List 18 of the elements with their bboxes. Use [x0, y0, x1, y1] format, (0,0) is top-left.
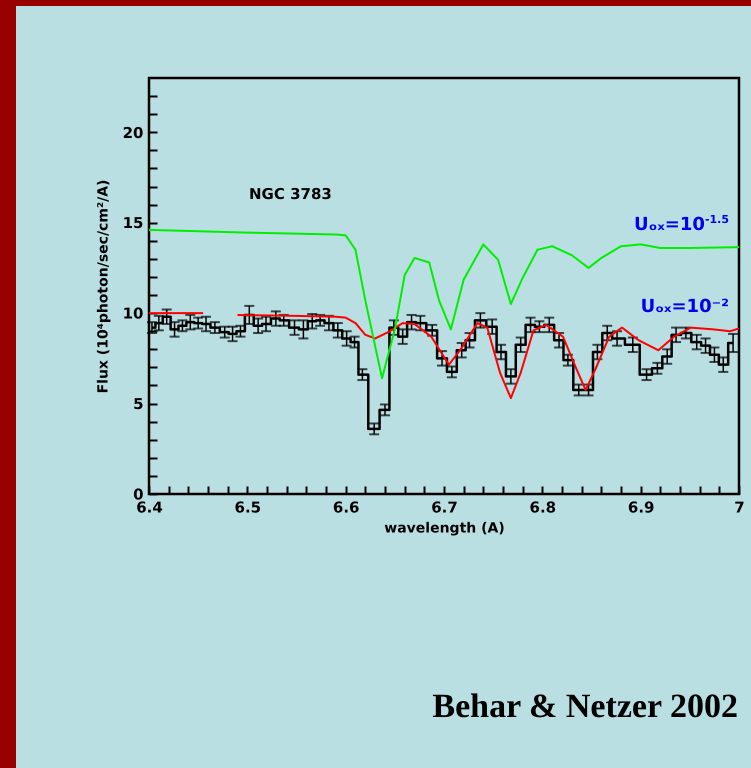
x-tick-label: 6.8: [530, 498, 556, 516]
text: Behar & Netzer 2002: [432, 688, 738, 726]
series-label: Uₒₓ=10⁻²: [640, 296, 729, 317]
y-tick-label: 10: [122, 304, 144, 323]
x-axis-title: wavelength (A): [384, 520, 505, 536]
y-tick-label: 5: [133, 395, 144, 414]
x-tick-label: 6.7: [431, 498, 458, 516]
x-tick-label: 6.4: [136, 498, 163, 516]
line-series: [149, 228, 739, 380]
x-tick-label: 7: [734, 498, 745, 516]
text: NGC 3783: [249, 185, 332, 203]
y-axis-title: Flux (10⁴photon/sec/cm²/A): [96, 180, 112, 394]
x-tick-label: 6.6: [332, 498, 360, 516]
x-tick-label: 6.9: [628, 498, 654, 516]
series-label: Uₒₓ=10$^{-1.5}$: [634, 213, 729, 236]
x-tick-label: 6.5: [234, 498, 262, 516]
y-tick-label: 20: [122, 124, 144, 142]
y-tick-label: 15: [122, 214, 144, 232]
